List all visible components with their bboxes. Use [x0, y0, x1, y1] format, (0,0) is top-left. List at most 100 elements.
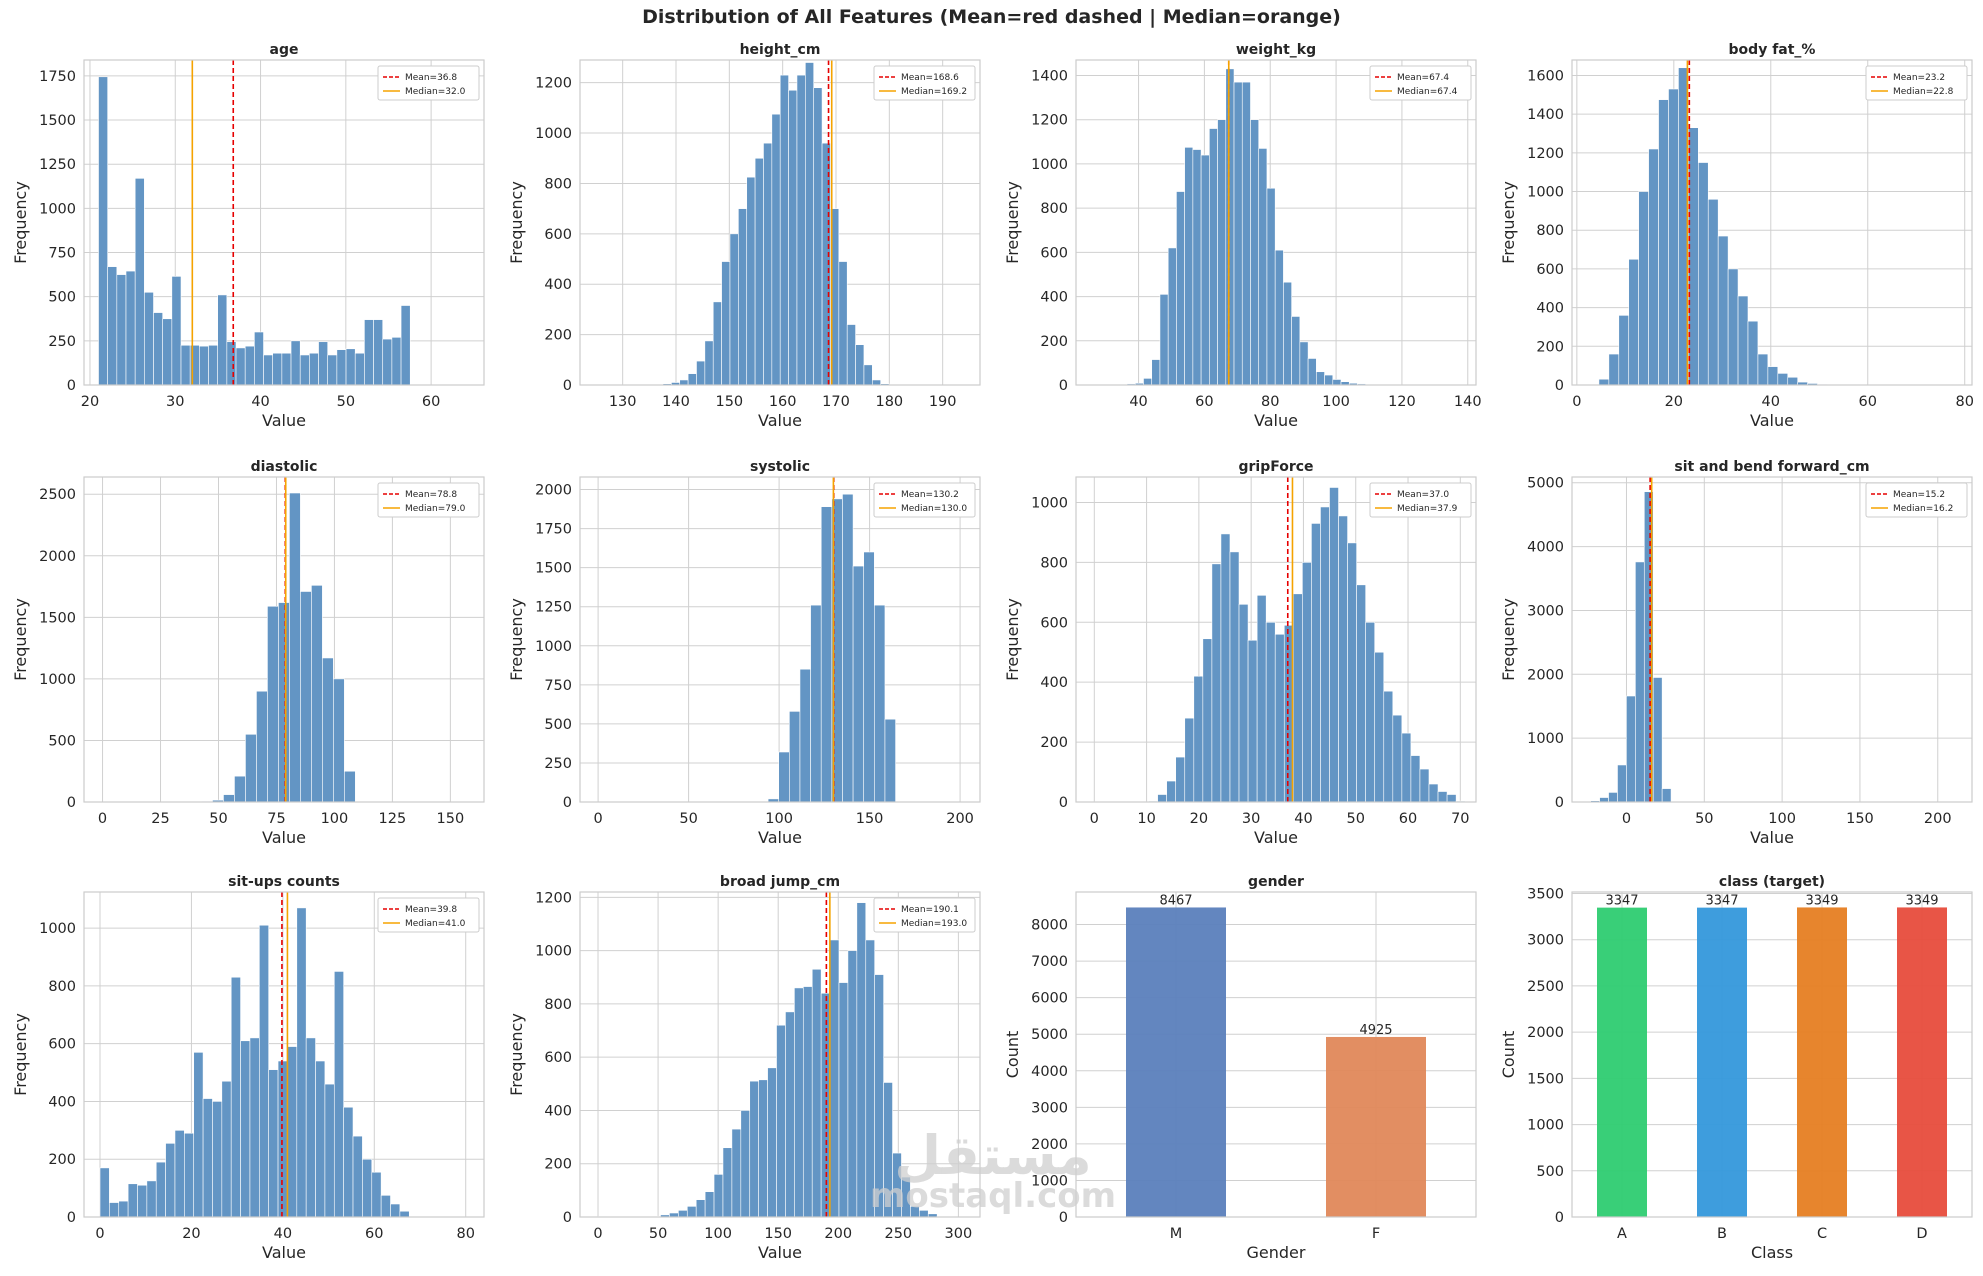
hist-bar — [1166, 780, 1177, 803]
y-tick-label: 1000 — [1031, 1173, 1068, 1189]
hist-bar — [98, 76, 108, 386]
hist-bar — [1175, 756, 1186, 803]
legend-box — [873, 482, 976, 518]
hist-bar — [1256, 595, 1267, 803]
hist-bar — [263, 354, 273, 386]
y-axis-label: Frequency — [507, 181, 526, 264]
hist-bar — [221, 1080, 232, 1218]
x-tick-label: 150 — [437, 811, 465, 827]
x-tick-label: 50 — [1347, 811, 1365, 827]
hist-bar — [1316, 371, 1325, 386]
hist-bar — [1225, 68, 1235, 386]
hist-bar — [1392, 714, 1403, 803]
legend-box — [873, 65, 976, 101]
hist-bar — [299, 354, 310, 386]
hist-bar — [281, 352, 292, 386]
hist-bar — [842, 493, 854, 803]
y-axis-label: Count — [1499, 1031, 1518, 1079]
panel-3: Mean=23.2Median=22.802004006008001000120… — [1499, 42, 1974, 430]
hist-bar — [223, 794, 235, 803]
x-tick-label: A — [1617, 1226, 1627, 1242]
legend-mean-label: Mean=130.2 — [901, 490, 959, 500]
hist-bar — [749, 1080, 759, 1218]
subplot-title: weight_kg — [1236, 42, 1316, 58]
plot-area — [580, 477, 980, 802]
hist-bar — [208, 344, 218, 386]
hist-bar — [1220, 533, 1231, 803]
x-tick-label: 200 — [1924, 811, 1952, 827]
hist-bar — [740, 1110, 751, 1218]
x-tick-label: 20 — [1665, 394, 1683, 410]
y-tick-label: 2000 — [1031, 1137, 1068, 1153]
x-tick-label: 60 — [1399, 811, 1417, 827]
hist-bar — [352, 1135, 363, 1218]
hist-bar — [1777, 373, 1789, 386]
y-tick-label: 1200 — [535, 890, 572, 906]
subplot-title: diastolic — [251, 459, 318, 475]
hist-bar — [1658, 99, 1669, 386]
hist-bar — [1176, 191, 1185, 386]
hist-bar — [722, 1147, 733, 1218]
hist-bar — [362, 1158, 373, 1218]
y-tick-label: 4000 — [1527, 540, 1564, 556]
hist-bar — [1747, 320, 1759, 386]
hist-bar — [713, 1174, 724, 1218]
hist-bar — [290, 340, 301, 386]
hist-bar — [400, 305, 411, 386]
x-tick-label: 40 — [1294, 811, 1312, 827]
hist-bar — [1293, 593, 1303, 803]
plot-frame — [83, 891, 485, 1218]
hist-bar — [758, 1079, 768, 1218]
legend-median-label: Median=41.0 — [405, 919, 466, 929]
hist-bar — [315, 1060, 326, 1218]
bar-A — [1597, 907, 1647, 1217]
hist-bar — [1727, 268, 1739, 386]
hist-bar — [810, 604, 822, 803]
panel-2: Mean=67.4 Median=67.4 0 200 400 600 800 1000 120… — [1003, 42, 1482, 430]
hist-bar — [1229, 551, 1240, 803]
hist-bar — [155, 1161, 166, 1218]
y-axis-label: Frequency — [507, 598, 526, 681]
hist-bar — [1307, 358, 1317, 386]
x-tick-label: 0 — [98, 811, 107, 827]
hist-bar — [322, 657, 334, 803]
y-tick-label: 1000 — [39, 201, 76, 217]
y-tick-label: 0 — [563, 795, 572, 811]
hist-bar — [695, 1199, 706, 1218]
hist-bar — [99, 1167, 110, 1218]
plot-frame — [1075, 476, 1477, 803]
hist-bar — [746, 176, 756, 386]
panel-11: 3347 3347 3349 3349 0 500 1000 1500 2000 2500 3000… — [1499, 874, 1973, 1262]
bar-M — [1126, 907, 1226, 1217]
plot-frame — [1571, 59, 1973, 386]
hist-bar — [399, 1210, 410, 1218]
hist-bar — [1274, 633, 1285, 803]
hist-bar — [174, 1130, 185, 1218]
hist-bar — [712, 301, 722, 386]
x-tick-label: 75 — [267, 811, 285, 827]
plot-frame — [1075, 891, 1477, 1218]
hist-bar — [333, 678, 345, 803]
hist-bar — [1618, 315, 1630, 386]
subplot-title: age — [270, 42, 299, 58]
x-axis-label: Value — [1750, 828, 1794, 847]
hist-bar — [1419, 768, 1430, 803]
hist-bar — [300, 591, 312, 803]
y-tick-label: 1000 — [39, 672, 76, 688]
y-axis-label: Frequency — [507, 1013, 526, 1096]
hist-bar — [1437, 791, 1448, 803]
plot-frame — [1571, 891, 1973, 1218]
y-tick-label: 1750 — [535, 522, 572, 538]
hist-bar — [863, 364, 873, 386]
y-tick-label: 1500 — [39, 113, 76, 129]
hist-bar — [855, 344, 865, 386]
hist-bar — [1787, 376, 1798, 386]
legend-box — [1865, 65, 1968, 101]
hist-bar — [838, 261, 848, 386]
hist-bar — [1661, 788, 1672, 803]
y-axis-label: Frequency — [11, 181, 30, 264]
plot-frame — [83, 476, 485, 803]
hist-bar — [1202, 638, 1213, 803]
bar-B — [1697, 907, 1747, 1217]
